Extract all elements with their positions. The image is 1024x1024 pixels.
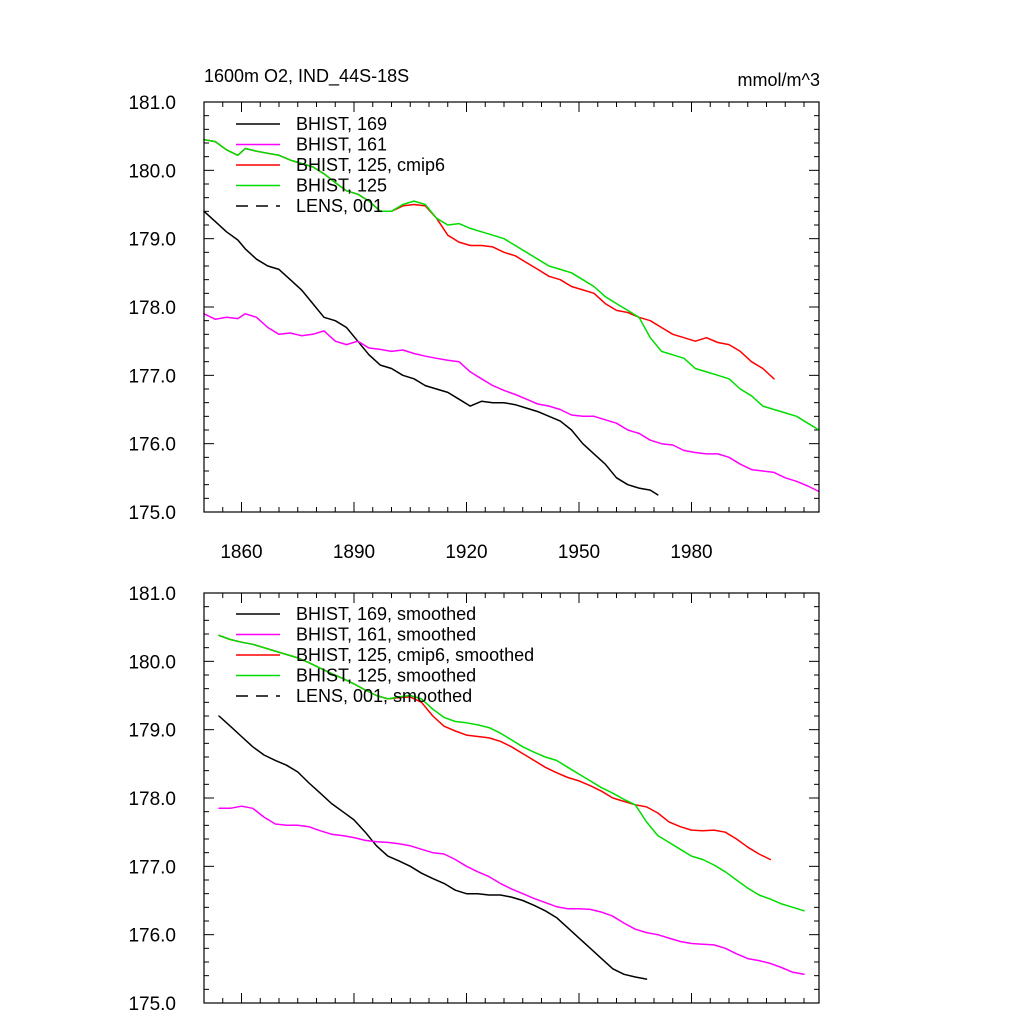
top-panel-ytick-labels: 175.0 176.0 177.0 178.0 179.0 180.0 181.0 [128, 93, 176, 524]
legend-label: BHIST, 125 [296, 176, 387, 196]
y-tick-label: 180.0 [128, 652, 176, 673]
legend-label: BHIST, 161 [296, 135, 387, 155]
top-panel-title: 1600m O2, IND_44S-18S [204, 66, 409, 87]
legend-label: BHIST, 125, smoothed [296, 666, 476, 686]
bottom-panel-ytick-labels: 175.0 176.0 177.0 178.0 179.0 180.0 181.0 [128, 584, 176, 1015]
legend-label: BHIST, 169, smoothed [296, 604, 476, 624]
series-line-0 [218, 715, 648, 980]
top-panel-xtick-labels: 1860 1890 1920 1950 1980 [220, 542, 712, 563]
legend-label: BHIST, 169 [296, 114, 387, 134]
series-line-3 [203, 138, 820, 431]
top-panel: 1600m O2, IND_44S-18S mmol/m^3 175.0 176.… [128, 66, 820, 563]
y-tick-label: 178.0 [128, 298, 176, 319]
legend-label: BHIST, 125, cmip6 [296, 155, 445, 175]
bottom-panel-series [218, 634, 805, 980]
bottom-panel: 175.0 176.0 177.0 178.0 179.0 180.0 181.0 BHIS… [128, 584, 820, 1015]
top-panel-ticks [203, 101, 819, 513]
bottom-panel-ticks [203, 592, 819, 1004]
x-tick-label: 1890 [333, 542, 375, 563]
series-line-3 [218, 634, 805, 912]
top-panel-series [203, 138, 820, 496]
y-tick-label: 176.0 [128, 435, 176, 456]
y-tick-label: 175.0 [128, 503, 176, 524]
series-line-1 [203, 313, 820, 493]
y-tick-label: 179.0 [128, 230, 176, 251]
legend-label: LENS, 001, smoothed [296, 686, 472, 706]
top-panel-units: mmol/m^3 [738, 70, 820, 90]
y-tick-label: 179.0 [128, 721, 176, 742]
legend-label: BHIST, 125, cmip6, smoothed [296, 645, 534, 665]
y-tick-label: 181.0 [128, 93, 176, 114]
legend-label: LENS, 001 [296, 196, 383, 216]
y-tick-label: 178.0 [128, 789, 176, 810]
x-tick-label: 1860 [220, 542, 262, 563]
x-tick-label: 1920 [445, 542, 487, 563]
x-tick-label: 1980 [670, 542, 712, 563]
bottom-panel-frame [203, 592, 820, 1004]
legend-label: BHIST, 161, smoothed [296, 625, 476, 645]
series-line-1 [218, 805, 805, 976]
x-tick-label: 1950 [558, 542, 600, 563]
y-tick-label: 176.0 [128, 926, 176, 947]
y-tick-label: 175.0 [128, 994, 176, 1015]
y-tick-label: 181.0 [128, 584, 176, 605]
series-line-0 [203, 210, 659, 496]
y-tick-label: 177.0 [128, 366, 176, 387]
y-tick-label: 180.0 [128, 161, 176, 182]
y-tick-label: 177.0 [128, 857, 176, 878]
top-panel-frame [203, 101, 820, 513]
